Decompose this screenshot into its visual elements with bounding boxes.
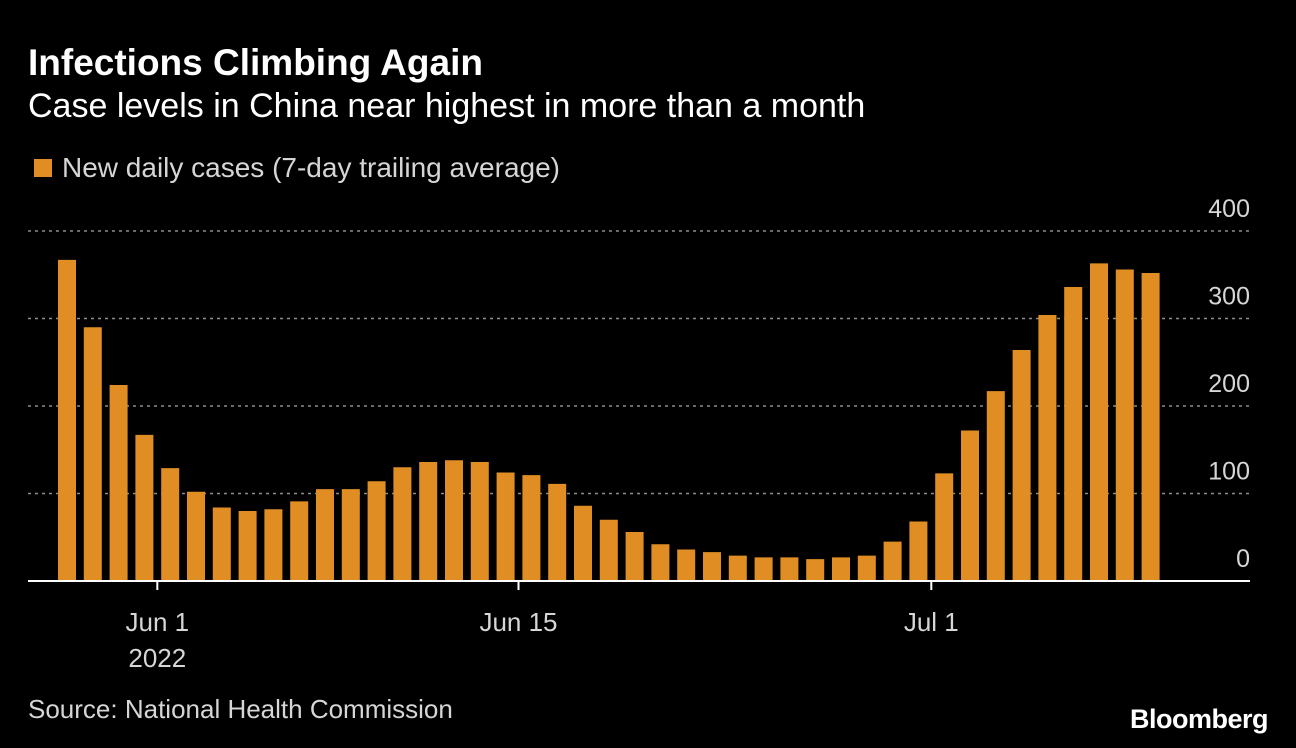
bar	[316, 489, 334, 581]
bar	[522, 475, 541, 581]
bloomberg-logo: Bloomberg	[1129, 704, 1269, 734]
bar	[264, 509, 283, 581]
bar	[780, 557, 799, 581]
legend-label: New daily cases (7-day trailing average)	[62, 152, 560, 183]
bar	[935, 473, 954, 581]
bar	[754, 557, 773, 581]
chart-title: Infections Climbing Again	[28, 42, 483, 83]
x-tick-label: Jun 15	[479, 607, 557, 637]
bar	[1064, 287, 1083, 581]
bar	[574, 505, 592, 581]
bar	[728, 555, 747, 581]
bar	[83, 327, 102, 581]
bar	[703, 552, 721, 581]
bar	[419, 462, 438, 581]
bar	[290, 501, 309, 581]
bar	[1090, 263, 1108, 581]
source-note: Source: National Health Commission	[28, 694, 453, 724]
chart-subtitle: Case levels in China near highest in mor…	[28, 87, 866, 125]
bar	[1141, 273, 1160, 581]
bar	[1115, 269, 1134, 581]
bar	[135, 434, 154, 581]
bar	[677, 549, 696, 581]
bar	[1012, 350, 1031, 581]
bar	[651, 544, 670, 581]
bar	[1038, 315, 1057, 581]
x-tick-label: Jun 1	[125, 607, 189, 637]
bar	[548, 483, 567, 581]
bar	[883, 541, 902, 581]
x-tick-sublabel: 2022	[128, 643, 186, 673]
bar	[496, 472, 515, 581]
bar	[909, 521, 928, 581]
bar	[341, 489, 360, 581]
bar	[393, 467, 412, 581]
bar	[857, 555, 876, 581]
y-tick-label: 200	[1208, 370, 1250, 398]
bar	[367, 481, 386, 581]
bar	[58, 259, 76, 581]
bar	[212, 507, 231, 581]
bar	[187, 491, 205, 581]
bar	[238, 511, 257, 581]
bar	[599, 519, 618, 581]
bar	[832, 557, 850, 581]
y-tick-label: 100	[1208, 458, 1250, 486]
bar	[806, 559, 825, 581]
y-tick-label: 400	[1208, 195, 1250, 223]
y-tick-label: 0	[1236, 545, 1250, 573]
legend-swatch	[34, 159, 52, 177]
bar	[961, 430, 979, 581]
bar	[470, 462, 489, 581]
legend: New daily cases (7-day trailing average)	[34, 150, 560, 186]
bar	[986, 391, 1005, 581]
bar	[161, 468, 180, 581]
x-tick-label: Jul 1	[904, 607, 959, 637]
bar	[625, 532, 644, 581]
bar	[109, 385, 128, 581]
bar	[445, 460, 463, 581]
y-tick-label: 300	[1208, 283, 1250, 311]
